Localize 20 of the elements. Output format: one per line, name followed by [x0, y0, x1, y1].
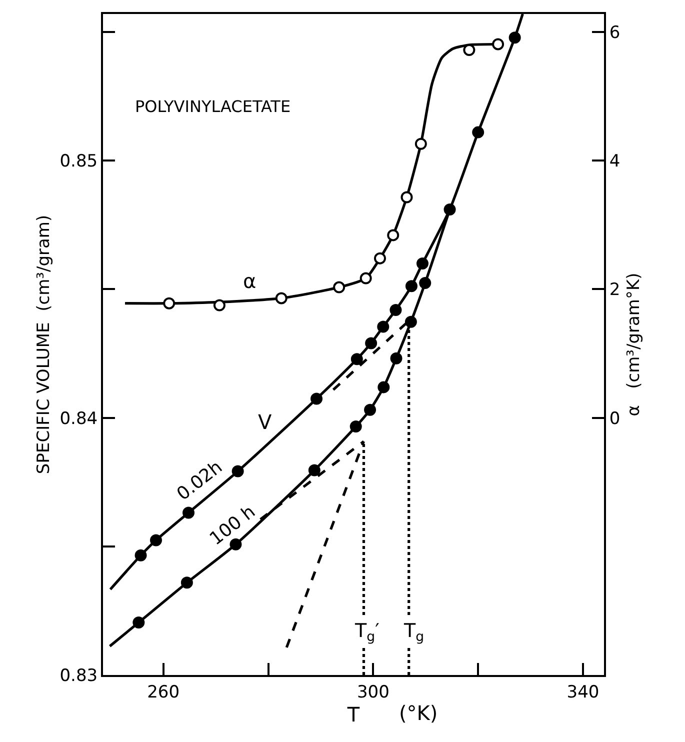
y2-tick-label: 6 [609, 22, 620, 43]
annotation: T$_{g}$ [403, 620, 424, 645]
annotation: V [258, 410, 272, 434]
y-tick-label: 0.85 [60, 152, 98, 172]
x-axis-title: T [346, 702, 360, 726]
y2-axis-title: α (cm³/gram°K) [624, 272, 644, 416]
y-tick-label: 0.83 [60, 666, 98, 686]
y2-tick-label: 0 [609, 408, 620, 429]
x-tick-label: 260 [147, 682, 180, 702]
x-tick-label: 340 [566, 682, 600, 702]
y2-tick-label: 2 [609, 280, 620, 300]
annotation: T$_{g}$′ [354, 620, 380, 645]
y-tick-label: 0.84 [60, 408, 98, 429]
text: (°K) [399, 701, 438, 725]
annotation: POLYVINYLACETATE [135, 97, 291, 116]
y-axis-title: SPECIFIC VOLUME (cm³/gram) [34, 214, 54, 474]
annotation: α [243, 269, 256, 293]
annotation: 100 h [206, 501, 260, 550]
x-tick-label: 300 [356, 682, 390, 702]
y2-tick-label: 4 [609, 152, 620, 172]
